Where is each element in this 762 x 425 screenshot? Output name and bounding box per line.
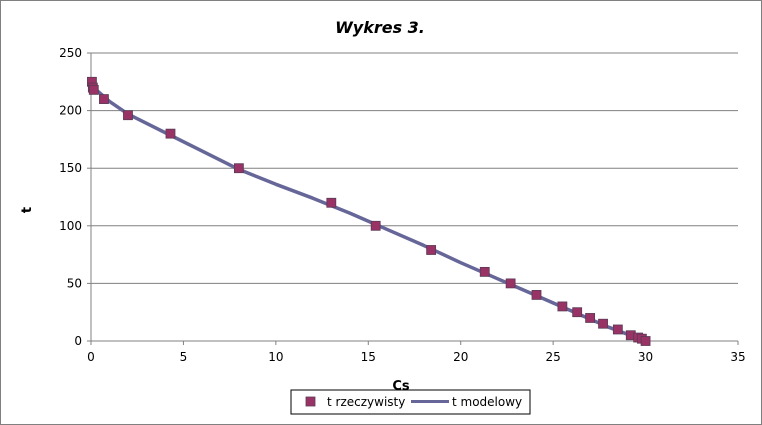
y-tick-labels: 0 50 100 150 200 250: [59, 46, 82, 348]
x-tick-label: 35: [730, 350, 745, 364]
x-tick-label: 30: [638, 350, 653, 364]
legend: t rzeczywisty t modelowy: [290, 389, 531, 415]
series-line-layer: [89, 83, 648, 343]
x-tick-label: 5: [180, 350, 188, 364]
gridlines: [91, 52, 738, 284]
data-point-t-rzeczywisty: [165, 128, 176, 139]
data-point-t-rzeczywisty: [598, 318, 608, 329]
y-tick-label: 100: [59, 219, 82, 233]
y-tick-label: 200: [59, 104, 82, 118]
x-tick-label: 10: [268, 350, 283, 364]
x-tick-label: 15: [361, 350, 376, 364]
data-point-t-rzeczywisty: [370, 220, 381, 231]
chart-title: Wykres 3.: [335, 18, 425, 37]
series-marker-layer: [87, 76, 651, 346]
data-point-t-rzeczywisty: [426, 245, 437, 255]
data-point-t-rzeczywisty: [479, 266, 490, 277]
data-point-t-rzeczywisty: [531, 290, 542, 300]
data-point-t-rzeczywisty: [640, 336, 651, 346]
legend-box: [290, 389, 531, 415]
y-tick-label: 250: [59, 46, 82, 60]
x-tick-label: 20: [453, 350, 468, 364]
y-tick-label: 150: [59, 161, 82, 175]
data-point-t-rzeczywisty: [233, 163, 244, 174]
series-line-t-modelowy: [89, 83, 648, 343]
data-point-t-rzeczywisty: [557, 301, 568, 312]
data-point-t-rzeczywisty: [123, 110, 133, 121]
legend-label-t-rzeczywisty: t rzeczywisty: [327, 395, 405, 409]
data-point-t-rzeczywisty: [88, 84, 99, 95]
x-tick-labels: 0 5 10 15 20 25 30 35: [87, 350, 745, 364]
data-point-t-rzeczywisty: [612, 324, 623, 335]
x-tick-label: 25: [546, 350, 561, 364]
legend-marker-swatch: [305, 396, 316, 407]
axes: [87, 52, 739, 345]
data-point-t-rzeczywisty: [572, 307, 583, 318]
y-axis-title: t: [20, 207, 35, 213]
x-tick-label: 0: [87, 350, 95, 364]
data-point-t-rzeczywisty: [99, 94, 109, 104]
data-point-t-rzeczywisty: [505, 278, 516, 289]
y-tick-label: 0: [74, 334, 82, 348]
data-point-t-rzeczywisty: [585, 313, 596, 323]
y-tick-label: 50: [67, 276, 82, 290]
legend-label-t-modelowy: t modelowy: [452, 395, 522, 409]
data-point-t-rzeczywisty: [326, 197, 337, 208]
